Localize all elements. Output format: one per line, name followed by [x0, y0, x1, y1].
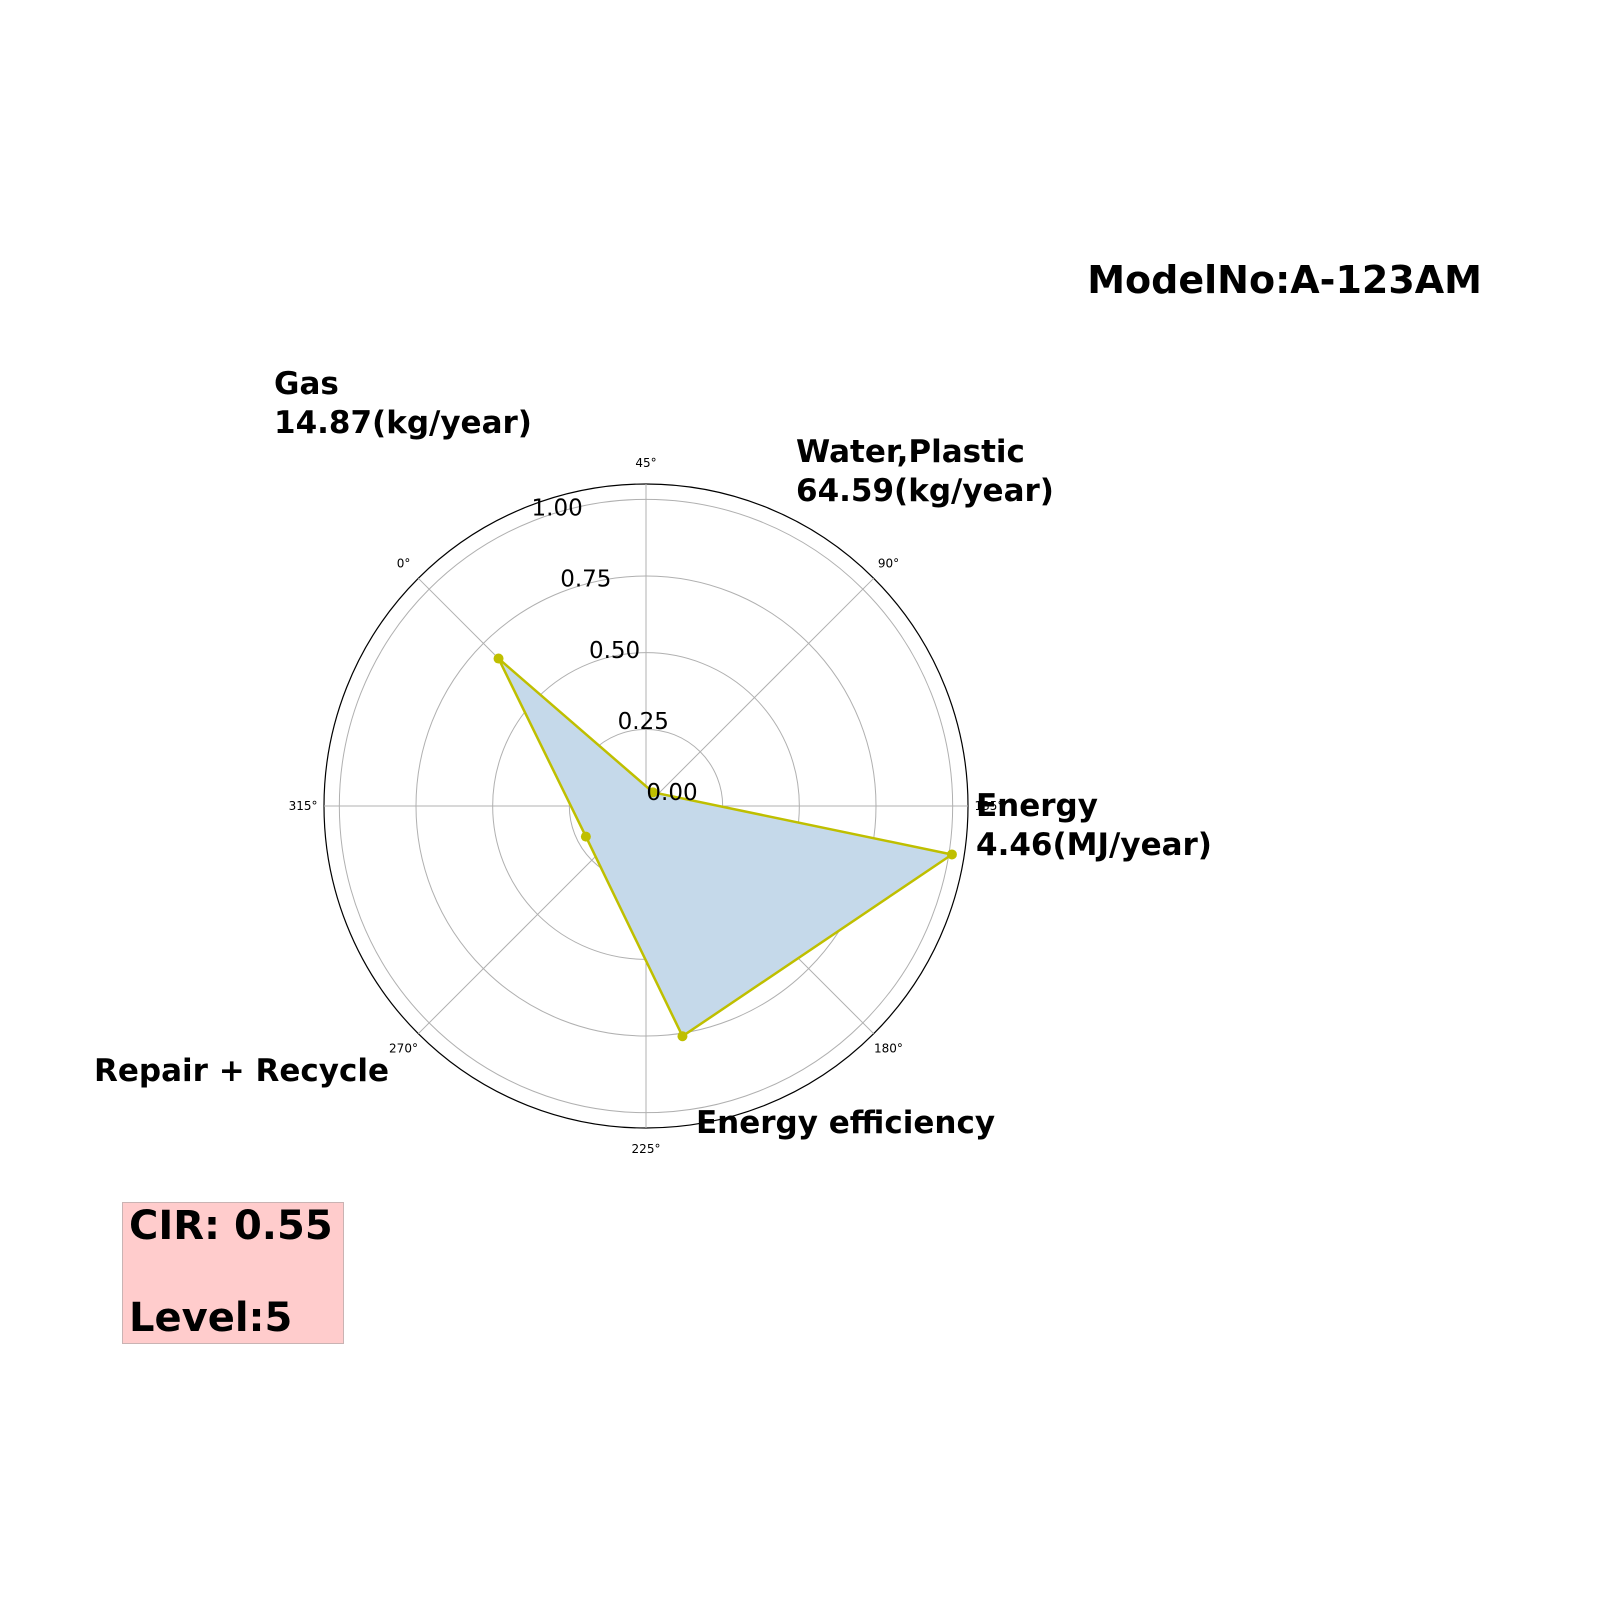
series-line-0 [497, 657, 954, 1038]
angular-tick-label-5: 225° [632, 1142, 661, 1156]
axis-name: Energy [976, 788, 1098, 824]
axis-label-water-plastic: Water,Plastic 64.59(kg/year) [796, 433, 1054, 511]
axis-name: Water,Plastic [796, 434, 1025, 470]
radar-series [493, 653, 957, 1042]
radial-tick-label-4: 1.00 [532, 496, 583, 522]
axis-label-repair-recycle: Repair + Recycle [94, 1052, 389, 1091]
series-area-0 [498, 658, 952, 1037]
radial-tick-label-2: 0.50 [589, 638, 640, 664]
series-point-0-0 [493, 653, 504, 664]
level-score: Level:5 [129, 1295, 293, 1341]
angular-tick-label-6: 270° [389, 1041, 418, 1055]
angular-tick-label-7: 315° [289, 799, 318, 813]
radial-tick-label-3: 0.75 [560, 567, 611, 593]
axis-label-energy: Energy 4.46(MJ/year) [976, 787, 1212, 865]
cir-score: CIR: 0.55 [129, 1203, 333, 1249]
axis-name: Gas [274, 366, 339, 402]
axis-label-energy-efficiency: Energy efficiency [696, 1104, 995, 1143]
angular-gridline-2 [645, 577, 875, 807]
model-number-title: ModelNo:A-123AM [1087, 258, 1482, 302]
series-point-0-3 [677, 1031, 688, 1042]
series-point-0-2 [946, 849, 957, 860]
radar-ticks: 0° 45° 90° 135° 180° 225° 270° 315° 0.00 0.25 0.50… [289, 456, 1004, 1156]
angular-tick-label-3: 135° [974, 799, 1003, 813]
angular-tick-label-0: 0° [397, 557, 411, 571]
axis-value: 14.87(kg/year) [274, 405, 532, 441]
axis-name: Repair + Recycle [94, 1053, 389, 1089]
angular-tick-label-2: 90° [878, 557, 899, 571]
series-point-0-1 [647, 787, 658, 798]
axis-name: Energy efficiency [696, 1105, 996, 1141]
series-point-0-4 [580, 831, 591, 842]
axis-label-gas: Gas 14.87(kg/year) [274, 365, 532, 443]
angular-tick-label-1: 45° [635, 456, 656, 470]
score-box: CIR: 0.55 Level:5 [122, 1202, 344, 1344]
radial-tick-label-1: 0.25 [618, 709, 669, 735]
axis-value: 4.46(MJ/year) [976, 827, 1212, 863]
axis-value: 64.59(kg/year) [796, 473, 1054, 509]
angular-tick-label-4: 180° [874, 1041, 903, 1055]
radial-tick-label-0: 0.00 [646, 780, 697, 806]
